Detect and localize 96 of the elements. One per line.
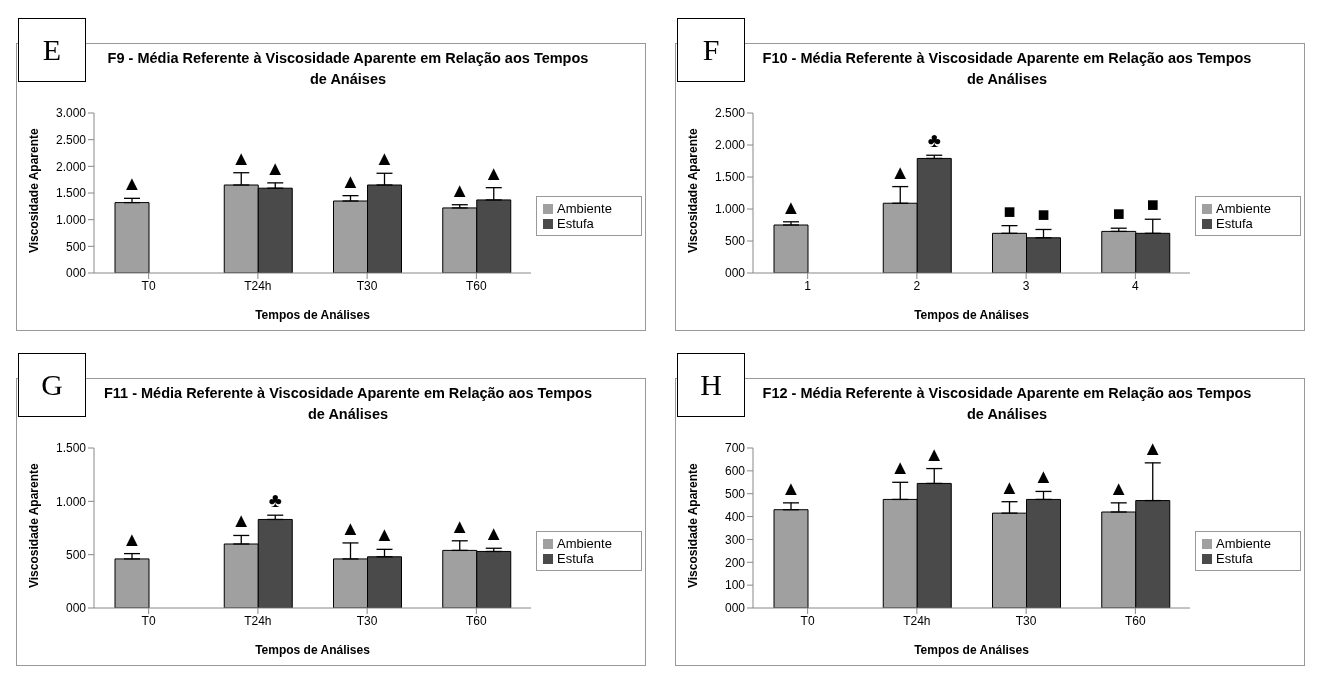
data-label: ▲ xyxy=(924,442,945,465)
y-tick-label: 000 xyxy=(65,266,87,281)
data-label: ■ xyxy=(1037,203,1050,226)
data-label: ▲ xyxy=(340,169,361,192)
y-tick-label: 500 xyxy=(724,486,746,501)
x-tick-label: T60 xyxy=(466,613,488,628)
x-tick-label: 2 xyxy=(913,278,921,293)
data-label: ▲ xyxy=(374,523,395,546)
legend-label: Estufa xyxy=(557,550,594,566)
bar xyxy=(114,202,150,273)
text: F xyxy=(677,18,745,82)
text: E xyxy=(18,18,86,82)
x-tick-label: T24h xyxy=(244,613,272,628)
data-label: ▲ xyxy=(449,514,470,537)
y-tick-label: 500 xyxy=(724,234,746,249)
data-label: ■ xyxy=(1003,199,1016,222)
data-label: ▲ xyxy=(483,161,504,184)
bar xyxy=(114,558,150,608)
data-label: ▲ xyxy=(231,509,252,532)
x-axis-title: Tempos de Análises xyxy=(255,643,371,657)
data-label: ▲ xyxy=(265,156,286,179)
data-label: ▲ xyxy=(340,516,361,539)
data-label: ▲ xyxy=(122,527,142,550)
y-tick-label: 500 xyxy=(65,547,87,562)
x-tick-label: T60 xyxy=(1125,613,1147,628)
legend-label: Estufa xyxy=(1216,215,1253,231)
data-label: ▲ xyxy=(999,475,1020,498)
x-tick-label: 4 xyxy=(1132,278,1140,293)
data-label: ♣ xyxy=(268,489,282,512)
legend-label: Estufa xyxy=(1216,550,1253,566)
y-axis-title: Viscosidade Aparente xyxy=(686,462,701,588)
y-tick-label: 2.000 xyxy=(55,159,87,174)
y-axis-title: Viscosidade Aparente xyxy=(27,127,42,253)
y-tick-label: 700 xyxy=(724,441,746,456)
x-tick-label: T0 xyxy=(800,613,815,628)
y-tick-label: 1.500 xyxy=(55,186,87,201)
y-tick-label: 2.500 xyxy=(55,132,87,147)
data-label: ■ xyxy=(1112,202,1125,225)
y-tick-label: 300 xyxy=(724,532,746,547)
legend-label: Ambiente xyxy=(557,200,612,216)
y-tick-label: 000 xyxy=(65,601,87,616)
data-label: ▲ xyxy=(781,195,801,218)
text: H xyxy=(677,353,745,417)
data-label: ▲ xyxy=(1033,465,1054,488)
legend-label: Estufa xyxy=(557,215,594,231)
x-tick-label: T60 xyxy=(466,278,488,293)
legend-label: Ambiente xyxy=(1216,535,1271,551)
y-tick-label: 1.500 xyxy=(714,170,746,185)
chart-title: F10 - Média Referente à Viscosidade Aparente em Relação aos Tempos de Análises xyxy=(761,49,1253,89)
y-tick-label: 3.000 xyxy=(55,106,87,121)
y-tick-label: 1.000 xyxy=(55,212,87,227)
y-tick-label: 2.000 xyxy=(714,138,746,153)
legend-label: Ambiente xyxy=(1216,200,1271,216)
x-tick-label: T30 xyxy=(356,613,378,628)
data-label: ▲ xyxy=(781,476,801,499)
data-label: ▲ xyxy=(449,178,470,201)
legend-label: Ambiente xyxy=(557,535,612,551)
chart-title: F9 - Média Referente à Viscosidade Aparente em Relação aos Tempos de Anáises xyxy=(106,49,590,89)
data-label: ▲ xyxy=(122,172,142,195)
x-axis-title: Tempos de Análises xyxy=(914,643,1030,657)
y-tick-label: 1.000 xyxy=(714,202,746,217)
y-tick-label: 2.500 xyxy=(714,106,746,121)
y-tick-label: 000 xyxy=(724,601,746,616)
y-tick-label: 1.000 xyxy=(55,494,87,509)
y-tick-label: 100 xyxy=(724,578,746,593)
data-label: ▲ xyxy=(231,146,252,169)
chart-title: F11 - Média Referente à Viscosidade Aparente em Relação aos Tempos de Análises xyxy=(102,384,594,424)
data-label: ▲ xyxy=(374,147,395,170)
y-tick-label: 400 xyxy=(724,509,746,524)
x-tick-label: T30 xyxy=(1015,613,1037,628)
y-tick-label: 000 xyxy=(724,266,746,281)
data-label: ▲ xyxy=(1142,436,1163,459)
y-tick-label: 600 xyxy=(724,464,746,479)
x-tick-label: T0 xyxy=(141,613,156,628)
data-label: ▲ xyxy=(890,160,911,183)
x-tick-label: T24h xyxy=(244,278,272,293)
x-tick-label: T0 xyxy=(141,278,156,293)
x-tick-label: T24h xyxy=(903,613,931,628)
y-tick-label: 200 xyxy=(724,555,746,570)
data-label: ▲ xyxy=(890,456,911,479)
text: G xyxy=(18,353,86,417)
data-label: ♣ xyxy=(927,129,941,152)
x-axis-title: Tempos de Análises xyxy=(255,308,371,322)
x-tick-label: 3 xyxy=(1022,278,1030,293)
data-label: ▲ xyxy=(1108,476,1129,499)
x-tick-label: T30 xyxy=(356,278,378,293)
y-axis-title: Viscosidade Aparente xyxy=(686,127,701,253)
x-axis-title: Tempos de Análises xyxy=(914,308,1030,322)
x-tick-label: 1 xyxy=(804,278,812,293)
data-label: ■ xyxy=(1146,193,1159,216)
data-label: ▲ xyxy=(483,522,504,545)
y-tick-label: 1.500 xyxy=(55,441,87,456)
bar xyxy=(773,224,809,273)
y-tick-label: 500 xyxy=(65,239,87,254)
y-axis-title: Viscosidade Aparente xyxy=(27,462,42,588)
chart-title: F12 - Média Referente à Viscosidade Aparente em Relação aos Tempos de Análises xyxy=(761,384,1253,424)
